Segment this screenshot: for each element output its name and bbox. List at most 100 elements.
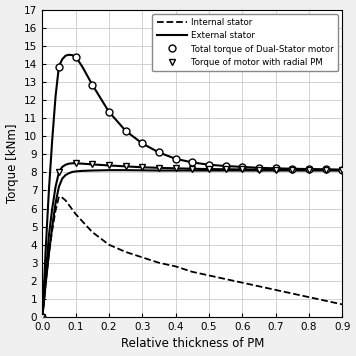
Total torque of Dual-Stator motor	[273, 166, 278, 171]
Line: External stator: External stator	[42, 170, 342, 317]
Torque of motor with radial PM	[207, 167, 211, 171]
Y-axis label: Torque [kNm]: Torque [kNm]	[6, 124, 19, 203]
Total torque of Dual-Stator motor	[140, 141, 144, 146]
External stator	[63, 173, 68, 177]
Internal stator	[157, 261, 161, 265]
Internal stator	[323, 299, 328, 303]
Line: Torque of motor with radial PM: Torque of motor with radial PM	[39, 160, 346, 320]
Total torque of Dual-Stator motor	[57, 64, 61, 69]
External stator	[190, 168, 194, 173]
Internal stator	[57, 195, 61, 199]
Internal stator	[273, 288, 278, 292]
Total torque of Dual-Stator motor	[90, 83, 94, 87]
Internal stator	[50, 228, 54, 232]
Torque of motor with radial PM	[90, 162, 94, 167]
Torque of motor with radial PM	[257, 167, 261, 172]
Torque of motor with radial PM	[57, 170, 61, 174]
Torque of motor with radial PM	[73, 161, 78, 166]
External stator	[67, 171, 71, 176]
External stator	[107, 168, 111, 172]
Total torque of Dual-Stator motor	[240, 165, 244, 169]
Total torque of Dual-Stator motor	[290, 167, 294, 171]
Internal stator	[107, 242, 111, 247]
External stator	[40, 315, 44, 319]
Total torque of Dual-Stator motor	[73, 54, 78, 59]
Total torque of Dual-Stator motor	[190, 160, 194, 164]
Legend: Internal stator, External stator, Total torque of Dual-Stator motor, Torque of m: Internal stator, External stator, Total …	[152, 14, 338, 72]
External stator	[340, 168, 344, 173]
External stator	[124, 168, 128, 172]
Torque of motor with radial PM	[307, 168, 311, 172]
Torque of motor with radial PM	[173, 166, 178, 171]
Torque of motor with radial PM	[40, 315, 44, 319]
Torque of motor with radial PM	[140, 165, 144, 169]
Total torque of Dual-Stator motor	[323, 167, 328, 171]
External stator	[73, 169, 78, 174]
Internal stator	[40, 315, 44, 319]
Internal stator	[257, 284, 261, 288]
Torque of motor with radial PM	[323, 168, 328, 172]
Internal stator	[67, 203, 71, 207]
External stator	[80, 169, 84, 173]
Total torque of Dual-Stator motor	[40, 315, 44, 319]
Internal stator	[290, 291, 294, 295]
External stator	[257, 168, 261, 173]
External stator	[42, 300, 46, 305]
External stator	[140, 168, 144, 172]
External stator	[60, 177, 64, 181]
Torque of motor with radial PM	[340, 168, 344, 172]
External stator	[50, 225, 54, 229]
Total torque of Dual-Stator motor	[224, 164, 228, 168]
External stator	[240, 168, 244, 173]
External stator	[70, 170, 74, 174]
External stator	[323, 168, 328, 173]
Total torque of Dual-Stator motor	[124, 129, 128, 133]
External stator	[43, 282, 48, 287]
External stator	[57, 185, 61, 189]
External stator	[47, 252, 51, 256]
Internal stator	[207, 273, 211, 278]
Internal stator	[42, 300, 46, 305]
Torque of motor with radial PM	[190, 167, 194, 171]
Internal stator	[340, 302, 344, 307]
Internal stator	[173, 264, 178, 268]
Internal stator	[73, 212, 78, 216]
Torque of motor with radial PM	[290, 167, 294, 172]
Internal stator	[43, 282, 48, 287]
External stator	[173, 168, 178, 173]
Torque of motor with radial PM	[273, 167, 278, 172]
Internal stator	[224, 277, 228, 281]
Total torque of Dual-Stator motor	[207, 163, 211, 167]
Torque of motor with radial PM	[240, 167, 244, 172]
Total torque of Dual-Stator motor	[173, 157, 178, 161]
Internal stator	[124, 250, 128, 254]
Torque of motor with radial PM	[224, 167, 228, 171]
Torque of motor with radial PM	[124, 164, 128, 168]
External stator	[273, 168, 278, 173]
External stator	[224, 168, 228, 173]
Internal stator	[190, 270, 194, 274]
Torque of motor with radial PM	[157, 166, 161, 170]
Internal stator	[307, 295, 311, 299]
Line: Internal stator: Internal stator	[42, 197, 342, 317]
External stator	[290, 168, 294, 173]
Internal stator	[90, 230, 94, 234]
External stator	[207, 168, 211, 173]
Internal stator	[240, 281, 244, 285]
Total torque of Dual-Stator motor	[107, 110, 111, 114]
External stator	[307, 168, 311, 173]
X-axis label: Relative thickness of PM: Relative thickness of PM	[121, 337, 264, 350]
Total torque of Dual-Stator motor	[257, 166, 261, 170]
Total torque of Dual-Stator motor	[307, 167, 311, 171]
External stator	[53, 201, 58, 205]
Torque of motor with radial PM	[107, 163, 111, 168]
Internal stator	[47, 252, 51, 256]
Total torque of Dual-Stator motor	[340, 167, 344, 172]
Internal stator	[140, 255, 144, 260]
Internal stator	[70, 207, 74, 211]
Line: Total torque of Dual-Stator motor: Total torque of Dual-Stator motor	[39, 53, 346, 320]
Internal stator	[63, 198, 68, 203]
External stator	[90, 168, 94, 173]
External stator	[157, 168, 161, 173]
Internal stator	[53, 208, 58, 213]
